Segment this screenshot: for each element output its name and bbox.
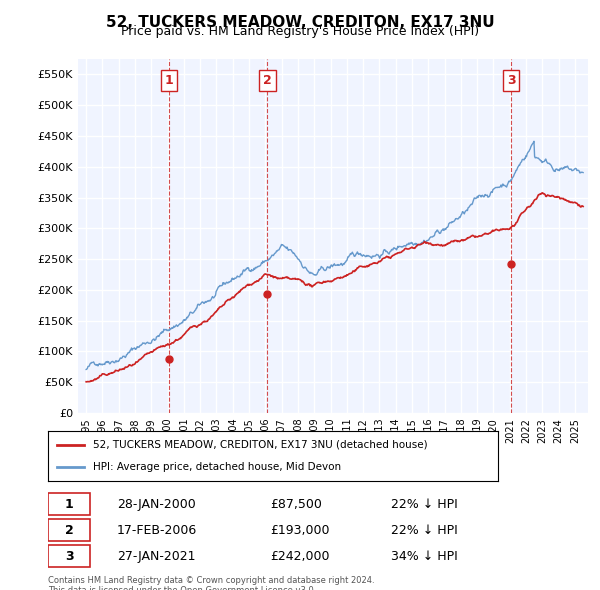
Text: HPI: Average price, detached house, Mid Devon: HPI: Average price, detached house, Mid …: [93, 462, 341, 472]
Text: Price paid vs. HM Land Registry's House Price Index (HPI): Price paid vs. HM Land Registry's House …: [121, 25, 479, 38]
FancyBboxPatch shape: [48, 519, 90, 541]
Text: Contains HM Land Registry data © Crown copyright and database right 2024.
This d: Contains HM Land Registry data © Crown c…: [48, 576, 374, 590]
Text: £193,000: £193,000: [270, 524, 329, 537]
Text: 1: 1: [65, 497, 73, 510]
Text: 22% ↓ HPI: 22% ↓ HPI: [391, 497, 458, 510]
Text: 2: 2: [65, 524, 73, 537]
Text: 22% ↓ HPI: 22% ↓ HPI: [391, 524, 458, 537]
FancyBboxPatch shape: [48, 545, 90, 568]
Text: 3: 3: [65, 550, 73, 563]
Text: 2: 2: [263, 74, 272, 87]
Text: 27-JAN-2021: 27-JAN-2021: [116, 550, 195, 563]
Text: 28-JAN-2000: 28-JAN-2000: [116, 497, 196, 510]
Text: £242,000: £242,000: [270, 550, 329, 563]
Text: 34% ↓ HPI: 34% ↓ HPI: [391, 550, 458, 563]
Text: 52, TUCKERS MEADOW, CREDITON, EX17 3NU (detached house): 52, TUCKERS MEADOW, CREDITON, EX17 3NU (…: [93, 440, 428, 450]
Text: 1: 1: [164, 74, 173, 87]
Text: 17-FEB-2006: 17-FEB-2006: [116, 524, 197, 537]
Text: £87,500: £87,500: [270, 497, 322, 510]
Text: 52, TUCKERS MEADOW, CREDITON, EX17 3NU: 52, TUCKERS MEADOW, CREDITON, EX17 3NU: [106, 15, 494, 30]
FancyBboxPatch shape: [48, 493, 90, 515]
Text: 3: 3: [507, 74, 515, 87]
